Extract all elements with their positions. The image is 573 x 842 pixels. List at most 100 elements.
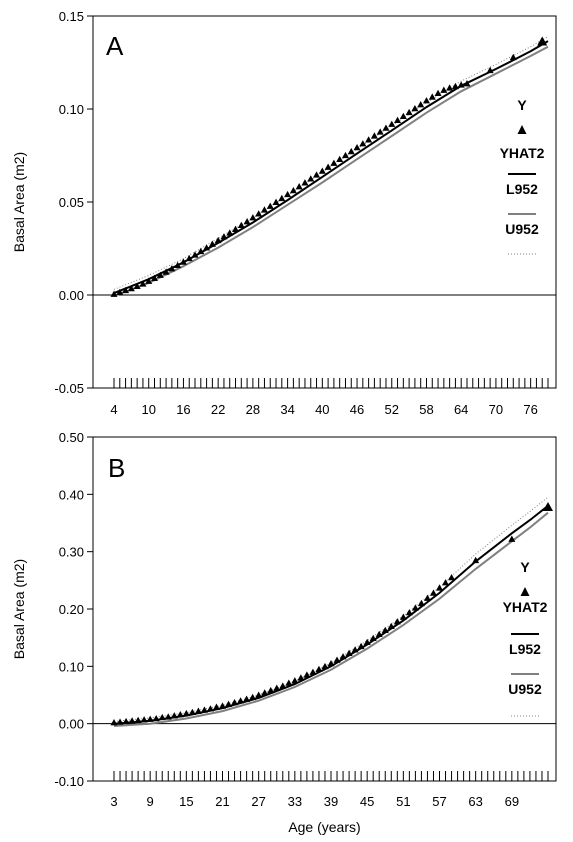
series-line-yhat2 — [113, 40, 549, 295]
data-point — [219, 702, 226, 709]
y-tick-label: 0.15 — [59, 9, 84, 24]
data-point — [191, 251, 199, 258]
data-point — [399, 613, 407, 620]
data-point — [428, 93, 436, 100]
data-point — [255, 210, 263, 217]
data-point — [451, 82, 459, 90]
x-tick-label: 70 — [489, 402, 503, 417]
legend-swatch-triangle — [517, 125, 527, 134]
data-point — [315, 665, 323, 672]
data-point — [182, 709, 190, 717]
data-point — [369, 634, 377, 642]
series-line-l952 — [113, 45, 549, 297]
chart-panel-b: 0.500.400.300.200.100.00-0.103 9 15 21 27 33 3… — [11, 430, 557, 835]
data-point — [357, 642, 365, 650]
y-tick-label: 0.20 — [59, 602, 84, 617]
x-tick-label: 28 — [246, 402, 260, 417]
data-point — [225, 700, 233, 707]
data-point — [151, 274, 159, 282]
data-point — [359, 140, 367, 147]
y-tick-label: 0.00 — [59, 717, 84, 732]
data-point — [434, 89, 442, 96]
data-point — [457, 81, 465, 88]
data-point — [405, 608, 413, 616]
data-point — [463, 80, 471, 87]
legend: Y YHAT2 L952 U952 — [503, 559, 548, 717]
data-point — [226, 229, 234, 236]
y-tick-label: -0.05 — [54, 381, 84, 396]
data-point — [393, 618, 401, 625]
x-tick-label: 45 — [360, 794, 374, 809]
data-point — [170, 712, 178, 719]
data-point — [381, 626, 389, 634]
data-point — [284, 190, 292, 198]
x-tick-label: 76 — [523, 402, 537, 417]
data-point — [382, 124, 390, 131]
panel-letter: A — [106, 31, 124, 61]
legend-swatch-triangle — [520, 587, 530, 596]
data-point — [388, 120, 396, 127]
data-point — [289, 186, 297, 194]
x-tick-label: 34 — [280, 402, 294, 417]
data-point — [249, 693, 257, 701]
x-tick-label: 69 — [505, 794, 519, 809]
data-point — [327, 659, 335, 667]
data-point — [318, 167, 326, 174]
data-point — [417, 599, 425, 607]
data-point — [110, 719, 118, 726]
data-point — [273, 684, 281, 691]
data-point — [324, 163, 332, 170]
series-line-yhat2 — [113, 505, 549, 725]
data-point — [116, 288, 124, 296]
data-point — [446, 84, 454, 91]
data-point — [140, 716, 148, 723]
x-tick-label: 57 — [432, 794, 446, 809]
legend-label: YHAT2 — [500, 145, 545, 161]
data-point — [110, 290, 118, 297]
data-point — [249, 214, 257, 221]
data-point — [231, 698, 239, 706]
data-point — [509, 53, 517, 61]
data-point — [486, 66, 494, 74]
y-axis-title: Basal Area (m2) — [11, 152, 27, 252]
data-point — [243, 218, 251, 225]
x-tick-label: 10 — [141, 402, 155, 417]
data-point — [307, 175, 315, 182]
data-point — [440, 86, 448, 93]
data-point — [301, 179, 309, 186]
x-tick-label: 40 — [315, 402, 329, 417]
data-point — [448, 573, 456, 581]
data-point — [309, 668, 317, 675]
data-point — [168, 265, 176, 272]
data-point — [375, 630, 383, 638]
data-point — [127, 284, 135, 292]
data-point — [139, 280, 147, 287]
data-point — [295, 183, 303, 190]
data-point — [370, 132, 378, 139]
legend-label: Y — [520, 559, 530, 575]
data-point — [188, 708, 196, 715]
data-point — [220, 233, 228, 240]
data-point — [255, 691, 263, 698]
data-point — [208, 240, 216, 247]
x-tick-label: 21 — [215, 794, 229, 809]
data-point — [116, 718, 124, 725]
legend-label: L952 — [506, 181, 538, 197]
data-point — [146, 715, 154, 722]
y-tick-label: -0.10 — [54, 774, 84, 789]
data-point — [537, 36, 548, 46]
legend-label: U952 — [505, 221, 539, 237]
data-point — [376, 128, 384, 135]
x-tick-label: 9 — [147, 794, 154, 809]
data-point — [411, 104, 419, 112]
data-point — [543, 501, 553, 511]
legend-label: U952 — [508, 681, 542, 697]
data-point — [442, 579, 450, 586]
data-point — [200, 706, 208, 713]
data-point — [351, 646, 359, 653]
data-point — [232, 225, 240, 232]
data-point — [345, 649, 353, 656]
y-tick-label: 0.30 — [59, 545, 84, 560]
legend-label: L952 — [509, 641, 541, 657]
